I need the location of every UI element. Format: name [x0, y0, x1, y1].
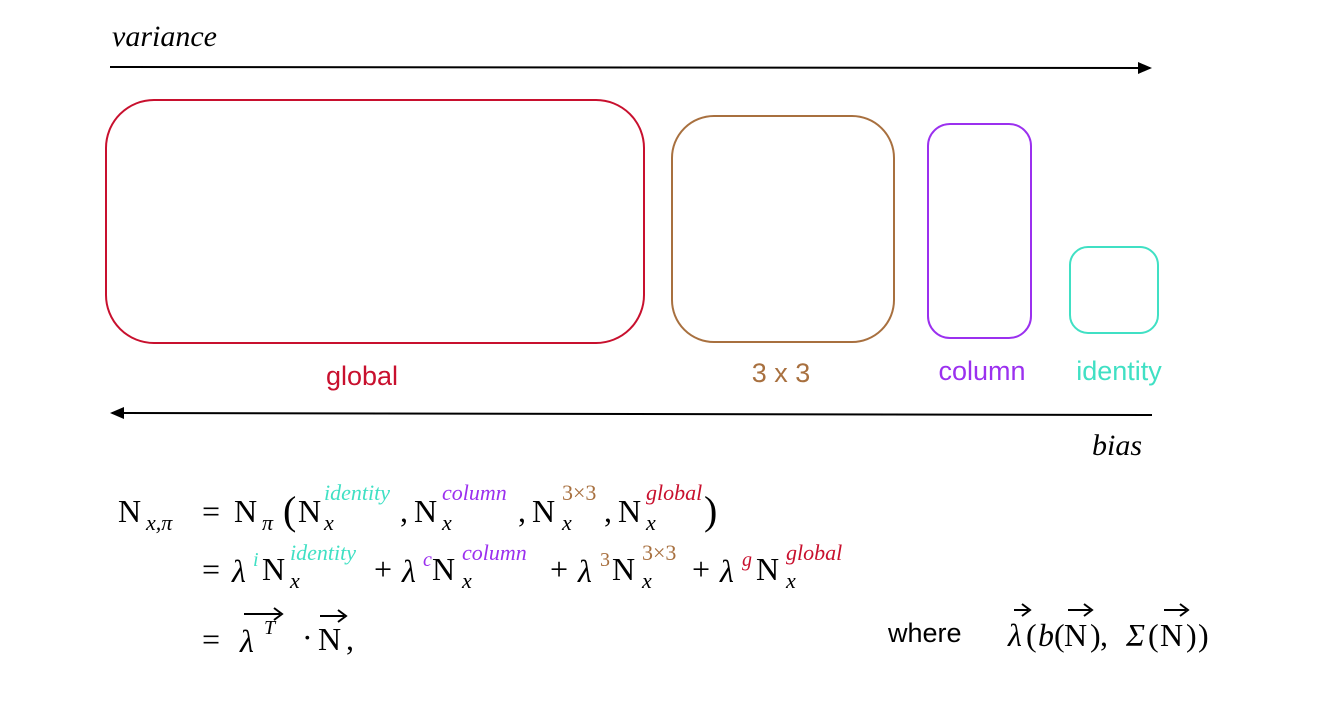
three-by-three-box	[671, 115, 895, 343]
where-sigma: Σ	[1125, 617, 1145, 653]
variance-arrow	[109, 61, 1152, 74]
bias-arrow	[110, 407, 1153, 420]
sub-x-1: x	[323, 510, 334, 535]
where-N-2: N	[1160, 617, 1183, 653]
svg-text:,: ,	[604, 493, 612, 529]
svg-text:,: ,	[400, 493, 408, 529]
svg-text:): )	[1198, 617, 1209, 653]
global-box	[105, 99, 645, 344]
svg-text:x: x	[461, 568, 472, 593]
transpose-T: T	[264, 617, 277, 639]
n-column: N	[414, 493, 437, 529]
n-vec: N	[318, 621, 341, 657]
equation-line-2: = λ i N identity x + λ c N column x + λ …	[202, 540, 842, 593]
bias-label: bias	[1092, 429, 1142, 462]
open-paren: (	[283, 488, 296, 533]
svg-text:x: x	[785, 568, 796, 593]
eq-sign-1: =	[202, 493, 220, 529]
equation-line-3: = λ T · N ,	[202, 607, 354, 659]
sup-3x3-2: 3×3	[642, 540, 676, 565]
sup-c: c	[423, 549, 432, 571]
svg-text:x: x	[289, 568, 300, 593]
svg-text:x: x	[641, 568, 652, 593]
svg-text:,: ,	[1100, 617, 1108, 653]
dot-op: ·	[302, 619, 313, 655]
where-clause: where λ ( b ( N ) , Σ ( N ) )	[887, 603, 1209, 653]
where-lambda: λ	[1007, 617, 1022, 653]
where-N-1: N	[1064, 617, 1087, 653]
n-column-2: N	[432, 551, 455, 587]
svg-text:(: (	[1026, 617, 1037, 653]
where-word: where	[887, 618, 962, 648]
sub-x-4: x	[645, 510, 656, 535]
lambda-g: λ	[719, 553, 734, 589]
lambda-vec: λ	[239, 623, 254, 659]
sup-column-1: column	[442, 480, 507, 505]
n-global-2: N	[756, 551, 779, 587]
equation-line-1: N x,π = N π ( N identity x , N column x …	[118, 480, 717, 535]
sup-i: i	[253, 549, 259, 571]
lambda-i: λ	[231, 553, 246, 589]
svg-text:(: (	[1148, 617, 1159, 653]
lambda-c: λ	[401, 553, 416, 589]
svg-text:): )	[1090, 617, 1101, 653]
n-3x3-2: N	[612, 551, 635, 587]
sup-global-1: global	[646, 480, 702, 505]
comma-end: ,	[346, 621, 354, 657]
global-label: global	[326, 361, 398, 391]
sup-identity-1: identity	[324, 480, 390, 505]
close-paren: )	[704, 488, 717, 533]
sub-x-3: x	[561, 510, 572, 535]
svg-text:): )	[1186, 617, 1197, 653]
sup-3x3-1: 3×3	[562, 480, 596, 505]
lhs-symbol: N	[118, 493, 141, 529]
identity-label: identity	[1076, 356, 1162, 386]
n-3x3: N	[532, 493, 555, 529]
n-global: N	[618, 493, 641, 529]
plus-3: +	[692, 551, 710, 587]
identity-box	[1069, 246, 1159, 334]
where-b: b	[1038, 617, 1054, 653]
sup-identity-2: identity	[290, 540, 356, 565]
sup-column-2: column	[462, 540, 527, 565]
plus-2: +	[550, 551, 568, 587]
lambda-3: λ	[577, 553, 592, 589]
sup-3: 3	[600, 549, 610, 571]
sup-g: g	[742, 549, 752, 571]
n-identity-2: N	[262, 551, 285, 587]
fn-symbol: N	[234, 493, 257, 529]
eq-sign-3: =	[202, 621, 220, 657]
column-box	[927, 123, 1032, 339]
plus-1: +	[374, 551, 392, 587]
n-identity: N	[298, 493, 321, 529]
three-by-three-label: 3 x 3	[752, 358, 811, 388]
sup-global-2: global	[786, 540, 842, 565]
svg-text:(: (	[1054, 617, 1065, 653]
fn-subscript: π	[262, 510, 274, 535]
sub-x-2: x	[441, 510, 452, 535]
svg-text:,: ,	[518, 493, 526, 529]
lhs-subscript: x,π	[145, 510, 173, 535]
column-label: column	[938, 356, 1025, 386]
variance-label: variance	[112, 20, 217, 53]
eq-sign-2: =	[202, 551, 220, 587]
